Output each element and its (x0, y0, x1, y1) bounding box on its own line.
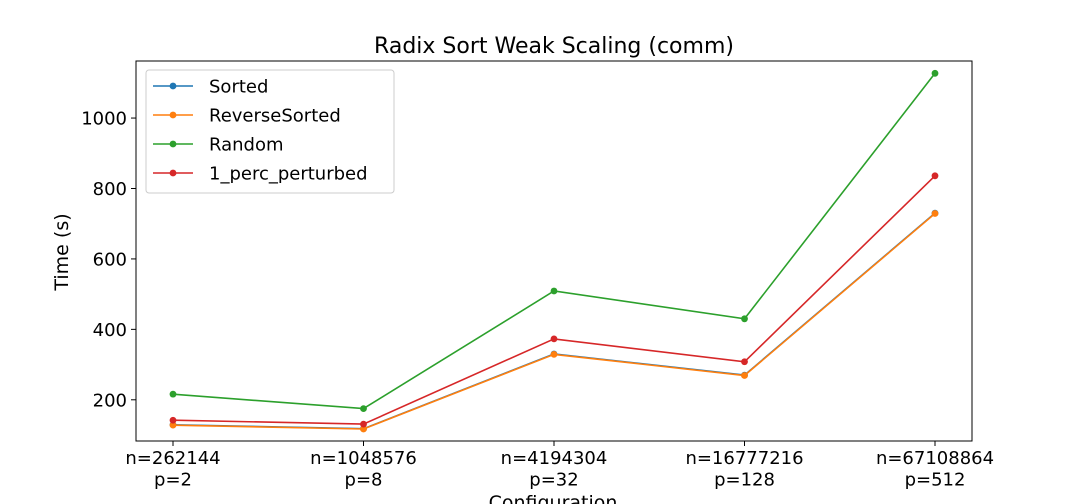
legend-box (145, 69, 395, 194)
legend-marker (169, 82, 177, 90)
x-tick-label: n=1048576 p=8 (310, 448, 417, 491)
data-point (550, 335, 558, 343)
data-point (169, 421, 177, 429)
legend-marker (169, 140, 177, 148)
data-point (741, 372, 748, 379)
legend: Sorted ReverseSorted Random 1_perc_perturbe… (145, 69, 395, 194)
chart-title: Radix Sort Weak Scaling (comm) (374, 34, 734, 59)
data-point (360, 425, 367, 433)
data-point (169, 390, 177, 398)
data-point (169, 416, 177, 424)
x-tick-label: n=262144 p=2 (125, 448, 220, 491)
data-point (931, 210, 939, 217)
x-axis-label: Configuration (489, 492, 618, 504)
data-point (741, 358, 748, 366)
x-tick-label: n=16777216 p=128 (685, 448, 803, 491)
y-axis-label: Time (s) (51, 213, 73, 291)
data-point (360, 405, 367, 412)
legend-label: 1_perc_perturbed (209, 164, 368, 185)
legend-label: ReverseSorted (209, 106, 341, 127)
data-point (550, 350, 558, 358)
y-tick-label: 800 (93, 179, 127, 200)
data-point (360, 420, 367, 428)
legend-label: Sorted (209, 77, 268, 98)
legend-label: Random (209, 135, 284, 156)
plot-area (169, 69, 939, 433)
x-tick-label: n=67108864 p=512 (876, 448, 994, 491)
legend-marker (169, 169, 177, 177)
data-point (931, 69, 939, 77)
x-tick-label: n=4194304 p=32 (501, 448, 608, 491)
legend-marker (169, 111, 177, 119)
y-tick-label: 600 (93, 249, 127, 270)
data-point (741, 315, 748, 323)
data-point (931, 172, 939, 180)
axes: 200 400 600 800 1000 n=262144 p=2 n=1048576 p=8 n… (81, 60, 994, 491)
y-tick-label: 400 (93, 320, 127, 341)
y-tick-label: 200 (93, 390, 127, 411)
data-point (550, 287, 558, 295)
y-tick-label: 1000 (81, 109, 127, 130)
